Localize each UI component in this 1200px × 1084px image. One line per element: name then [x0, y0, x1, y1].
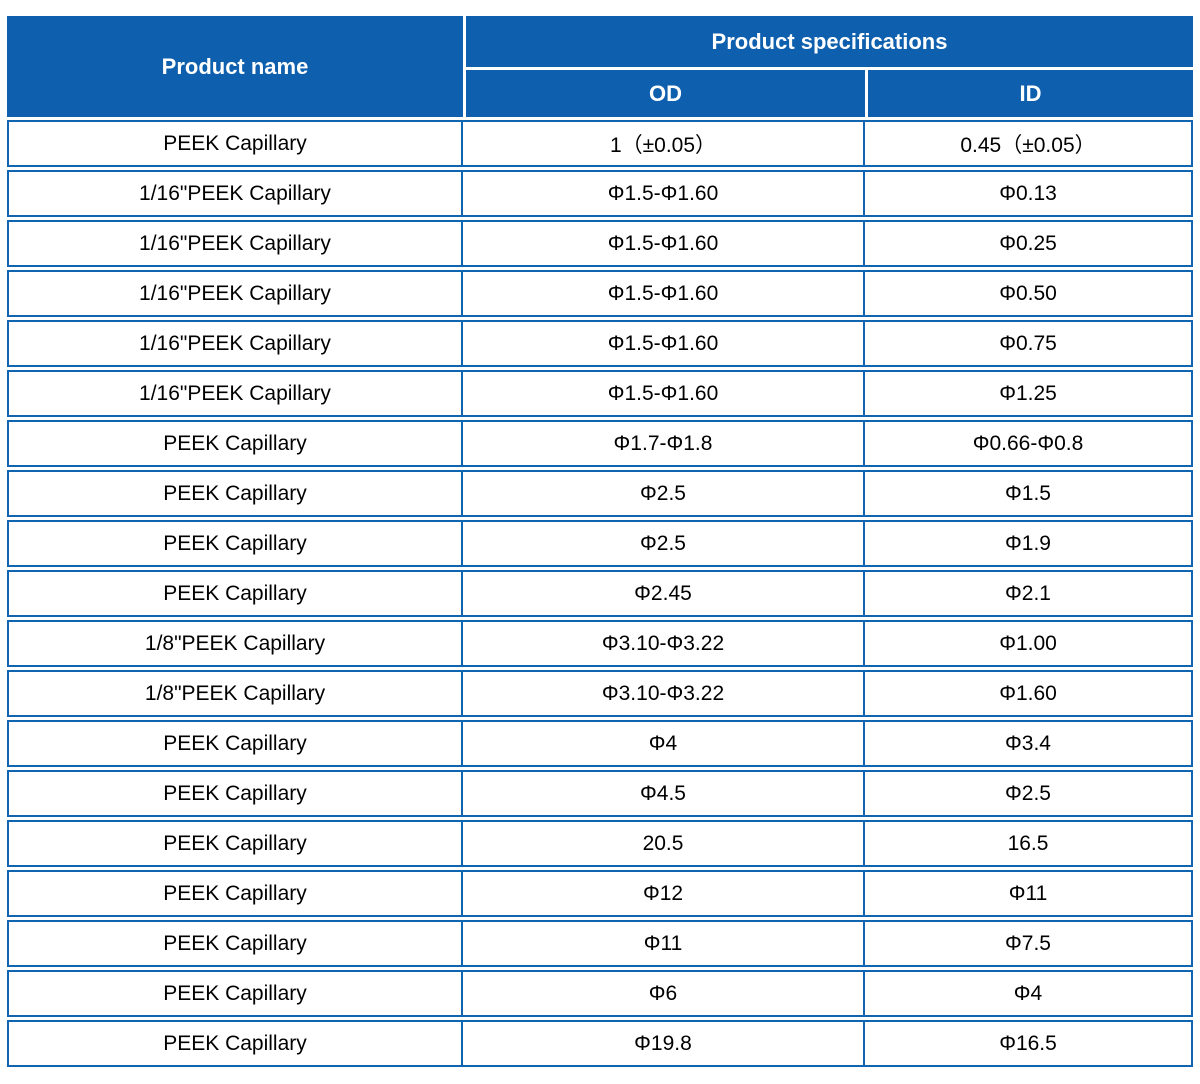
cell-product-name: PEEK Capillary [7, 720, 463, 767]
cell-od: Φ3.10-Φ3.22 [463, 620, 865, 667]
table-row: 1/8"PEEK Capillary Φ3.10-Φ3.22 Φ1.00 [7, 620, 1194, 667]
cell-product-name: 1/16"PEEK Capillary [7, 270, 463, 317]
header-row-sub: OD ID [7, 70, 1194, 117]
table-row: 1/16"PEEK Capillary Φ1.5-Φ1.60 Φ0.75 [7, 320, 1194, 367]
cell-id: Φ3.4 [865, 720, 1194, 767]
cell-product-name: 1/16"PEEK Capillary [7, 220, 463, 267]
cell-od: Φ4.5 [463, 770, 865, 817]
cell-id: Φ7.5 [865, 920, 1194, 967]
cell-product-name: 1/16"PEEK Capillary [7, 370, 463, 417]
cell-od: Φ1.5-Φ1.60 [463, 320, 865, 367]
cell-od: Φ11 [463, 920, 865, 967]
cell-product-name: 1/8"PEEK Capillary [7, 670, 463, 717]
cell-od: Φ6 [463, 970, 865, 1017]
cell-id: Φ1.9 [865, 520, 1194, 567]
cell-id: Φ2.5 [865, 770, 1194, 817]
header-id: ID [865, 70, 1194, 117]
cell-od: Φ2.5 [463, 470, 865, 517]
table-row: 1/8"PEEK Capillary Φ3.10-Φ3.22 Φ1.60 [7, 670, 1194, 717]
cell-od: 1（±0.05） [463, 120, 865, 167]
cell-product-name: PEEK Capillary [7, 770, 463, 817]
cell-product-name: 1/16"PEEK Capillary [7, 170, 463, 217]
table-row: PEEK Capillary Φ6 Φ4 [7, 970, 1194, 1017]
spec-table: Product name Product specifications OD I… [7, 13, 1194, 1070]
cell-od: Φ1.5-Φ1.60 [463, 370, 865, 417]
cell-od: Φ2.5 [463, 520, 865, 567]
cell-product-name: PEEK Capillary [7, 920, 463, 967]
cell-product-name: PEEK Capillary [7, 820, 463, 867]
cell-product-name: PEEK Capillary [7, 420, 463, 467]
cell-od: Φ1.5-Φ1.60 [463, 270, 865, 317]
table-row: PEEK Capillary Φ2.45 Φ2.1 [7, 570, 1194, 617]
cell-id: 0.45（±0.05） [865, 120, 1194, 167]
cell-id: Φ11 [865, 870, 1194, 917]
cell-od: Φ12 [463, 870, 865, 917]
table-row: PEEK Capillary Φ19.8 Φ16.5 [7, 1020, 1194, 1067]
cell-id: Φ1.25 [865, 370, 1194, 417]
cell-od: Φ1.5-Φ1.60 [463, 170, 865, 217]
table-row: PEEK Capillary Φ2.5 Φ1.5 [7, 470, 1194, 517]
table-row: 1/16"PEEK Capillary Φ1.5-Φ1.60 Φ0.50 [7, 270, 1194, 317]
cell-od: Φ1.7-Φ1.8 [463, 420, 865, 467]
table-row: PEEK Capillary 20.5 16.5 [7, 820, 1194, 867]
cell-od: Φ1.5-Φ1.60 [463, 220, 865, 267]
cell-product-name: PEEK Capillary [7, 520, 463, 567]
cell-product-name: PEEK Capillary [7, 1020, 463, 1067]
cell-product-name: PEEK Capillary [7, 870, 463, 917]
cell-id: Φ1.60 [865, 670, 1194, 717]
table-row: PEEK Capillary Φ2.5 Φ1.9 [7, 520, 1194, 567]
cell-id: Φ0.13 [865, 170, 1194, 217]
table-row: PEEK Capillary 1（±0.05） 0.45（±0.05） [7, 120, 1194, 167]
cell-id: Φ0.50 [865, 270, 1194, 317]
cell-product-name: PEEK Capillary [7, 470, 463, 517]
cell-product-name: PEEK Capillary [7, 570, 463, 617]
table-body: PEEK Capillary 1（±0.05） 0.45（±0.05） 1/16"PE… [7, 120, 1194, 1067]
cell-od: Φ4 [463, 720, 865, 767]
table-row: PEEK Capillary Φ1.7-Φ1.8 Φ0.66-Φ0.8 [7, 420, 1194, 467]
table-row: PEEK Capillary Φ4.5 Φ2.5 [7, 770, 1194, 817]
header-od: OD [463, 70, 865, 117]
cell-product-name: PEEK Capillary [7, 970, 463, 1017]
header-row-top: Product name Product specifications [7, 16, 1194, 117]
cell-id: 16.5 [865, 820, 1194, 867]
table-row: PEEK Capillary Φ11 Φ7.5 [7, 920, 1194, 967]
cell-id: Φ0.66-Φ0.8 [865, 420, 1194, 467]
header-product-specifications: Product specifications [463, 16, 1194, 67]
cell-od: Φ19.8 [463, 1020, 865, 1067]
cell-od: Φ2.45 [463, 570, 865, 617]
cell-id: Φ16.5 [865, 1020, 1194, 1067]
cell-id: Φ2.1 [865, 570, 1194, 617]
cell-id: Φ4 [865, 970, 1194, 1017]
table-row: 1/16"PEEK Capillary Φ1.5-Φ1.60 Φ1.25 [7, 370, 1194, 417]
cell-id: Φ1.5 [865, 470, 1194, 517]
cell-id: Φ0.75 [865, 320, 1194, 367]
table-row: 1/16"PEEK Capillary Φ1.5-Φ1.60 Φ0.13 [7, 170, 1194, 217]
cell-product-name: 1/16"PEEK Capillary [7, 320, 463, 367]
cell-od: Φ3.10-Φ3.22 [463, 670, 865, 717]
cell-id: Φ0.25 [865, 220, 1194, 267]
cell-product-name: PEEK Capillary [7, 120, 463, 167]
table-header: Product name Product specifications OD I… [7, 16, 1194, 117]
header-product-name: Product name [7, 16, 463, 117]
cell-product-name: 1/8"PEEK Capillary [7, 620, 463, 667]
cell-id: Φ1.00 [865, 620, 1194, 667]
table-row: PEEK Capillary Φ4 Φ3.4 [7, 720, 1194, 767]
table-row: PEEK Capillary Φ12 Φ11 [7, 870, 1194, 917]
table-row: 1/16"PEEK Capillary Φ1.5-Φ1.60 Φ0.25 [7, 220, 1194, 267]
cell-od: 20.5 [463, 820, 865, 867]
